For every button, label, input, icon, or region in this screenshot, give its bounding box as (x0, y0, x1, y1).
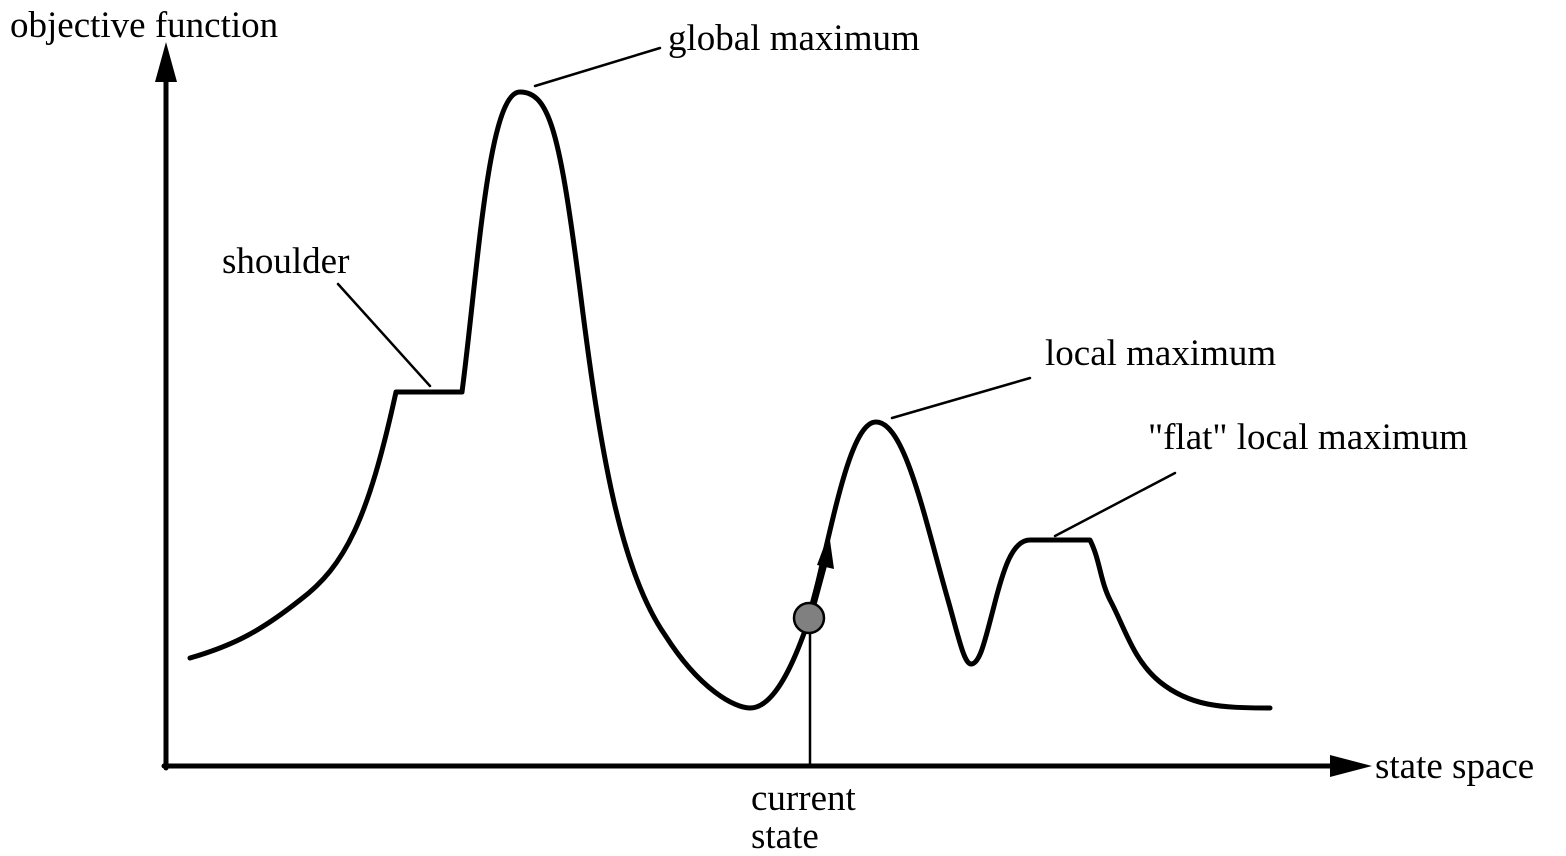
shoulder-label: shoulder (222, 241, 349, 282)
shoulder-leader (336, 282, 432, 388)
current-state-label-line2: state (751, 816, 819, 856)
global-maximum-label: global maximum (668, 18, 920, 59)
flat-local-maximum-label: "flat" local maximum (1148, 417, 1468, 458)
uphill-move-arrowhead (817, 533, 834, 569)
global-maximum-leader (533, 46, 662, 88)
objective-curve (187, 89, 1273, 711)
local-maximum-label: local maximum (1045, 333, 1276, 374)
x-axis-label: state space (1375, 746, 1534, 787)
x-axis-arrowhead (1330, 755, 1372, 777)
y-axis-arrowhead (155, 42, 177, 82)
flat-local-maximum-leader (1053, 471, 1177, 538)
current-state-marker (792, 601, 826, 635)
current-state-label-line1: current (751, 778, 856, 819)
local-maximum-leader (890, 376, 1032, 420)
y-axis-label: objective function (10, 5, 278, 46)
